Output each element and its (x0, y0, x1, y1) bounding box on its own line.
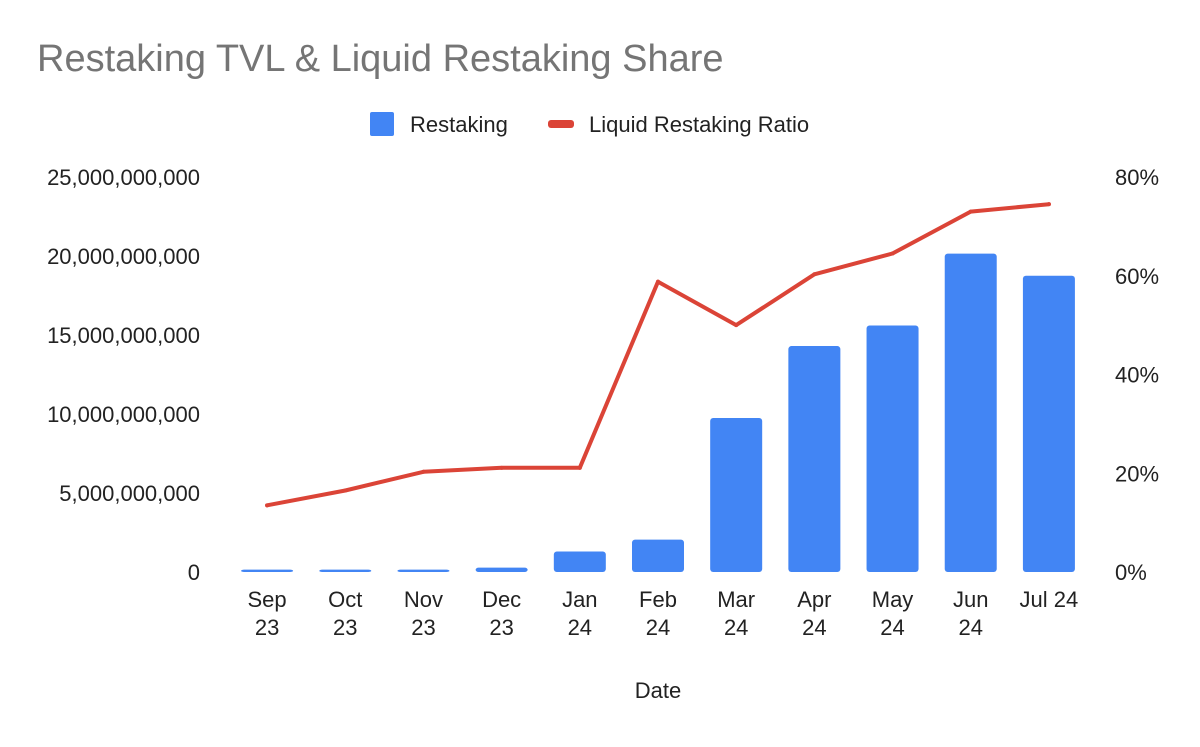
x-tick-label: Apr 24 (797, 587, 831, 640)
bar-restaking (475, 567, 528, 572)
y-tick-label: 25,000,000,000 (47, 165, 200, 190)
legend-label-liquid-restaking-ratio: Liquid Restaking Ratio (589, 112, 809, 137)
x-tick-label: Jan 24 (562, 587, 597, 640)
point-liquid-restaking-ratio (1046, 202, 1051, 207)
x-tick-label: Feb 24 (639, 587, 677, 640)
legend-label-restaking: Restaking (410, 112, 508, 137)
y2-tick-label: 0% (1115, 560, 1147, 585)
point-liquid-restaking-ratio (265, 503, 270, 508)
point-liquid-restaking-ratio (499, 465, 504, 470)
bar-restaking (710, 417, 763, 572)
bar-restaking (866, 325, 919, 572)
x-tick-label: Dec 23 (482, 587, 521, 640)
chart-title: Restaking TVL & Liquid Restaking Share (37, 38, 724, 80)
point-liquid-restaking-ratio (421, 469, 426, 474)
point-liquid-restaking-ratio (968, 209, 973, 214)
bar-restaking (319, 569, 372, 572)
x-tick-label: Jul 24 (1020, 587, 1079, 612)
y-tick-label: 5,000,000,000 (59, 481, 200, 506)
bar-restaking (1022, 275, 1075, 572)
point-liquid-restaking-ratio (577, 465, 582, 470)
point-liquid-restaking-ratio (812, 272, 817, 277)
line-liquid-restaking-ratio (265, 202, 1051, 508)
y2-tick-label: 80% (1115, 165, 1159, 190)
y-tick-label: 15,000,000,000 (47, 323, 200, 348)
x-tick-label: May 24 (872, 587, 914, 640)
x-tick-label: Oct 23 (328, 587, 362, 640)
bar-restaking (553, 551, 606, 572)
legend-swatch-liquid-restaking-ratio (548, 120, 574, 128)
bar-restaking (944, 253, 997, 572)
y2-tick-label: 60% (1115, 264, 1159, 289)
x-tick-label: Jun 24 (953, 587, 988, 640)
point-liquid-restaking-ratio (656, 279, 660, 284)
x-tick-label: Mar 24 (717, 587, 755, 640)
y2-tick-label: 40% (1115, 363, 1159, 388)
bar-restaking (788, 346, 841, 572)
bar-restaking (632, 539, 684, 572)
point-liquid-restaking-ratio (890, 251, 895, 256)
bar-restaking (241, 569, 294, 572)
point-liquid-restaking-ratio (343, 488, 348, 493)
y-tick-label: 20,000,000,000 (47, 244, 200, 269)
x-axis-title: Date (635, 678, 681, 703)
point-liquid-restaking-ratio (734, 323, 739, 328)
y2-tick-label: 20% (1115, 461, 1159, 486)
bar-restaking (397, 569, 450, 572)
y-tick-label: 10,000,000,000 (47, 402, 200, 427)
x-tick-label: Nov 23 (404, 587, 443, 640)
legend-swatch-restaking (370, 112, 394, 136)
y-tick-label: 0 (188, 560, 200, 585)
x-tick-label: Sep 23 (248, 587, 287, 640)
